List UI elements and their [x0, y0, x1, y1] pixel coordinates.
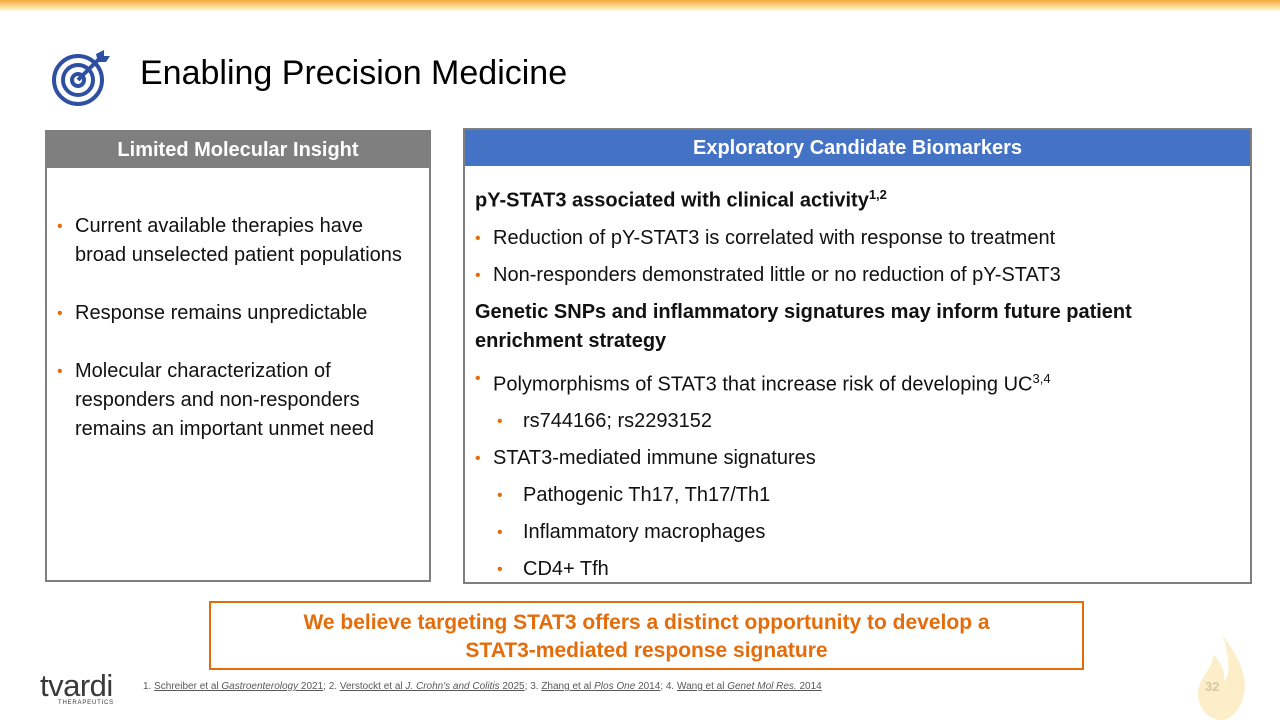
bullet-dot: •: [497, 487, 503, 505]
ref-journal: Gastroenterology: [221, 681, 299, 692]
bullet-text: Current available therapies have broad u…: [75, 215, 402, 266]
ref-sep: ;: [323, 681, 326, 692]
bullet-dot: •: [475, 266, 481, 284]
bullet-dot: •: [57, 363, 63, 380]
item-text: Inflammatory macrophages: [523, 521, 766, 544]
logo-name: tvardi: [40, 668, 113, 703]
bullet-dot: •: [475, 229, 481, 247]
references: 1. Schreiber et al Gastroenterology 2021…: [143, 681, 822, 692]
ref-link[interactable]: Wang et al Genet Mol Res. 2014: [677, 681, 822, 692]
item-text: STAT3-mediated immune signatures: [493, 447, 816, 470]
bullet: • Current available therapies have broad …: [57, 212, 419, 270]
ref-num: 2.: [328, 681, 338, 692]
item-text: pY-STAT3 associated with clinical activi…: [475, 189, 869, 212]
item-text: rs744166; rs2293152: [523, 410, 713, 433]
bullet-dot: •: [475, 450, 481, 468]
ref-link[interactable]: Verstockt et al J. Crohn's and Colitis 2…: [340, 681, 525, 692]
item-text: Non-responders demonstrated little or no…: [493, 263, 1061, 286]
logo: tvardi THERAPEUTICS: [40, 668, 114, 706]
callout: We believe targeting STAT3 offers a dist…: [209, 601, 1084, 670]
bullet-dot: •: [475, 369, 481, 387]
bullet: • Response remains unpredictable: [57, 299, 419, 328]
item-heading: Genetic SNPs and inflammatory signatures…: [475, 298, 1240, 356]
item-sub: • CD4+ Tfh: [475, 555, 1240, 584]
ref-link[interactable]: Zhang et al Plos One 2014: [541, 681, 660, 692]
panel-heading: Limited Molecular Insight: [47, 132, 429, 168]
item-list: pY-STAT3 associated with clinical activi…: [465, 166, 1250, 584]
item-text: CD4+ Tfh: [523, 558, 609, 581]
flame-decoration: [1198, 634, 1245, 720]
ref-authors: Zhang et al: [541, 681, 592, 692]
item-bullet: • Reduction of pY-STAT3 is correlated wit…: [475, 224, 1240, 253]
item-sub: • rs744166; rs2293152: [475, 407, 1240, 436]
ref-num: 1.: [143, 681, 152, 692]
ref-authors: Schreiber et al: [154, 681, 219, 692]
ref-authors: Verstockt et al: [339, 681, 403, 692]
item-text: Reduction of pY-STAT3 is correlated with…: [493, 226, 1056, 249]
ref-journal: Plos One: [594, 681, 636, 692]
ref-num: 4.: [665, 681, 675, 692]
citation: 3,4: [1032, 370, 1051, 386]
ref-sep: ;: [660, 681, 664, 692]
citation: 1,2: [868, 187, 887, 202]
ref-journal: Genet Mol Res.: [727, 681, 797, 692]
logo-tagline: THERAPEUTICS: [58, 700, 114, 706]
slide-title: Enabling Precision Medicine: [140, 54, 568, 92]
bullet-dot: •: [497, 561, 503, 579]
ref-link[interactable]: Schreiber et al Gastroenterology 2021: [154, 681, 323, 692]
ref-year: 2014: [799, 681, 822, 692]
item-text: Genetic SNPs and inflammatory signatures…: [475, 300, 1132, 352]
panel-heading: Exploratory Candidate Biomarkers: [465, 130, 1250, 166]
right-panel: Exploratory Candidate Biomarkers pY-STAT…: [463, 128, 1252, 584]
ref-sep: ;: [524, 681, 528, 692]
item-bullet: • Non-responders demonstrated little or n…: [475, 261, 1240, 290]
item-heading: pY-STAT3 associated with clinical activi…: [475, 180, 1240, 216]
target-icon: [52, 50, 110, 106]
ref-year: 2021: [300, 681, 324, 692]
item-bullet: • STAT3-mediated immune signatures: [475, 444, 1240, 473]
ref-journal: J. Crohn's and Colitis: [405, 681, 500, 692]
ref-authors: Wang et al: [677, 681, 725, 692]
callout-line: We believe targeting STAT3 offers a dist…: [303, 611, 990, 634]
ref-year: 2014: [638, 681, 661, 692]
ref-year: 2025: [502, 681, 525, 692]
bullet-text: Molecular characterization of responders…: [75, 360, 375, 440]
callout-line: STAT3-mediated response signature: [465, 639, 828, 662]
bullet-dot: •: [497, 524, 503, 542]
bullet-list: • Current available therapies have broad …: [47, 168, 429, 444]
bullet-dot: •: [57, 305, 63, 322]
item-text: Pathogenic Th17, Th17/Th1: [523, 484, 771, 507]
top-bar: [0, 0, 1280, 12]
left-panel: Limited Molecular Insight • Current avail…: [45, 130, 431, 582]
item-text: Polymorphisms of STAT3 that increase ris…: [493, 373, 1033, 396]
ref-num: 3.: [530, 681, 539, 692]
bullet-dot: •: [497, 413, 503, 431]
bullet-text: Response remains unpredictable: [75, 302, 368, 324]
item-sub: • Pathogenic Th17, Th17/Th1: [475, 481, 1240, 510]
bullet: • Molecular characterization of responder…: [57, 357, 419, 444]
bullet-dot: •: [57, 218, 63, 235]
item-bullet: • Polymorphisms of STAT3 that increase ri…: [475, 364, 1240, 400]
item-sub: • Inflammatory macrophages: [475, 518, 1240, 547]
